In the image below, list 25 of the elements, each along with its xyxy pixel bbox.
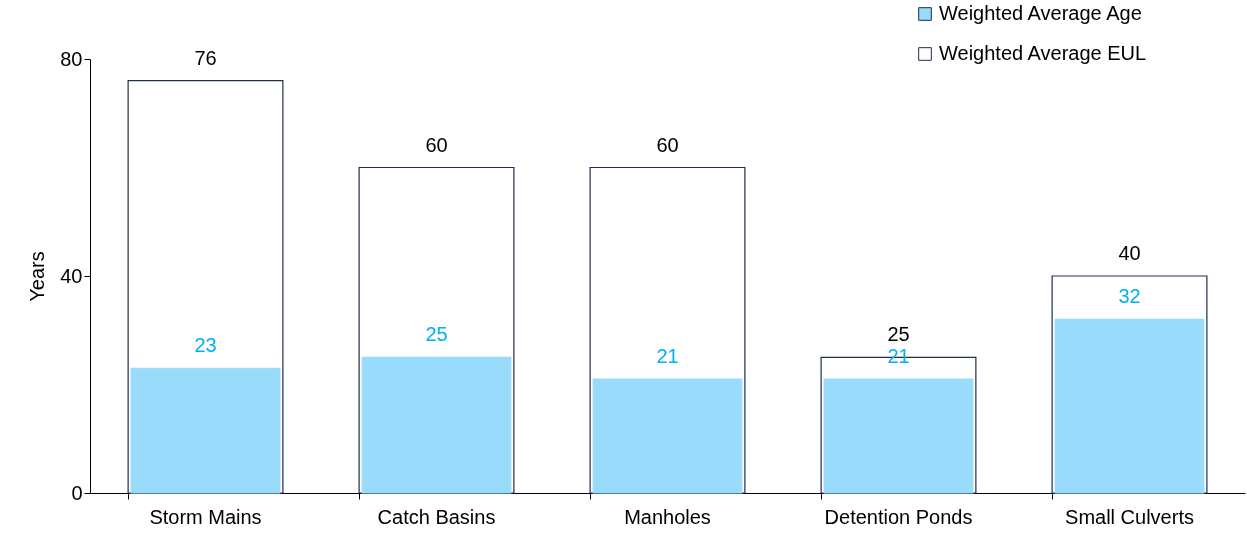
data-label: 32 — [1118, 285, 1141, 308]
data-label: 76 — [194, 46, 217, 69]
x-tick-label: Catch Basins — [377, 505, 496, 528]
x-tick-label: Detention Ponds — [824, 505, 973, 528]
bar — [823, 378, 974, 494]
x-tick-label: Storm Mains — [149, 505, 262, 528]
y-axis-title: Years — [26, 251, 49, 302]
bar — [361, 356, 512, 494]
data-label: 21 — [656, 345, 679, 368]
bar — [592, 378, 743, 494]
data-label: 60 — [425, 133, 448, 156]
data-label: 60 — [656, 133, 679, 156]
y-tick-label: 40 — [60, 264, 83, 287]
data-label: 25 — [425, 323, 448, 346]
legend-label: Weighted Average EUL — [939, 42, 1147, 64]
data-label: 25 — [887, 323, 910, 346]
bar — [1054, 318, 1205, 494]
x-tick-label: Manholes — [624, 505, 711, 528]
y-tick-label: 0 — [71, 481, 83, 504]
x-tick-label: Small Culverts — [1065, 505, 1194, 528]
legend-label: Weighted Average Age — [939, 2, 1142, 24]
data-label: 23 — [194, 334, 217, 357]
bar — [130, 367, 281, 494]
data-label: 40 — [1118, 242, 1141, 264]
y-tick-label: 80 — [60, 47, 83, 70]
